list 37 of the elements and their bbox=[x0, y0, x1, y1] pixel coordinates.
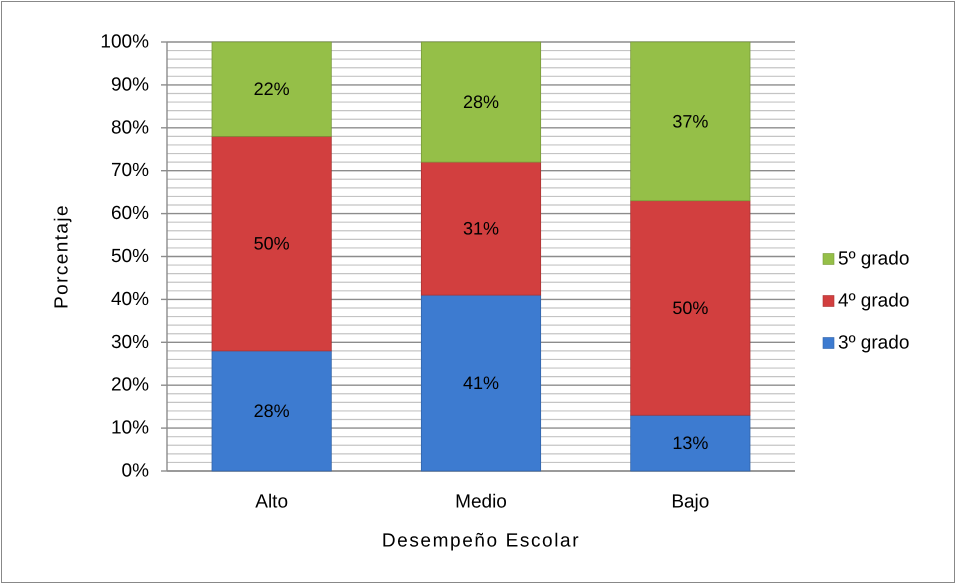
y-tick-label: 60% bbox=[110, 203, 150, 224]
y-tick-label: 0% bbox=[122, 460, 150, 482]
y-tick-label: 50% bbox=[110, 246, 150, 267]
data-label: 28% bbox=[462, 92, 500, 112]
y-tick-label: 20% bbox=[110, 374, 150, 396]
y-tick-label: 100% bbox=[100, 32, 150, 52]
data-label: 22% bbox=[254, 79, 290, 100]
legend-label: 5º grado bbox=[838, 248, 910, 270]
bar bbox=[212, 350, 332, 472]
y-tick-label: 70% bbox=[110, 160, 150, 182]
x-axis-title: Desempeño Escolar bbox=[382, 530, 580, 552]
data-label: 31% bbox=[462, 218, 500, 239]
legend-label: 4º grado bbox=[838, 290, 910, 312]
data-label: 13% bbox=[672, 433, 708, 454]
y-tick-label: 90% bbox=[110, 74, 150, 96]
x-tick-label: Bajo bbox=[671, 492, 710, 512]
data-label: 41% bbox=[462, 373, 500, 394]
legend-label: 3º grado bbox=[838, 332, 910, 354]
bar bbox=[212, 136, 332, 352]
x-tick-label: Alto bbox=[255, 492, 288, 512]
data-label: 28% bbox=[254, 400, 290, 421]
y-tick-label: 30% bbox=[110, 332, 150, 353]
bar bbox=[630, 414, 750, 472]
bar bbox=[630, 42, 750, 202]
y-tick-label: 10% bbox=[110, 418, 150, 439]
data-label: 50% bbox=[254, 234, 290, 254]
y-tick-label: 80% bbox=[110, 117, 150, 138]
y-axis-title: Porcentaje bbox=[52, 204, 72, 309]
bar bbox=[630, 200, 750, 416]
data-label: 50% bbox=[672, 298, 708, 318]
y-tick-label: 40% bbox=[110, 288, 150, 310]
x-tick-label: Medio bbox=[455, 492, 507, 512]
bar bbox=[420, 294, 542, 472]
bar bbox=[212, 42, 332, 137]
bar bbox=[420, 42, 542, 163]
bar bbox=[420, 162, 542, 296]
data-label: 37% bbox=[672, 111, 708, 132]
